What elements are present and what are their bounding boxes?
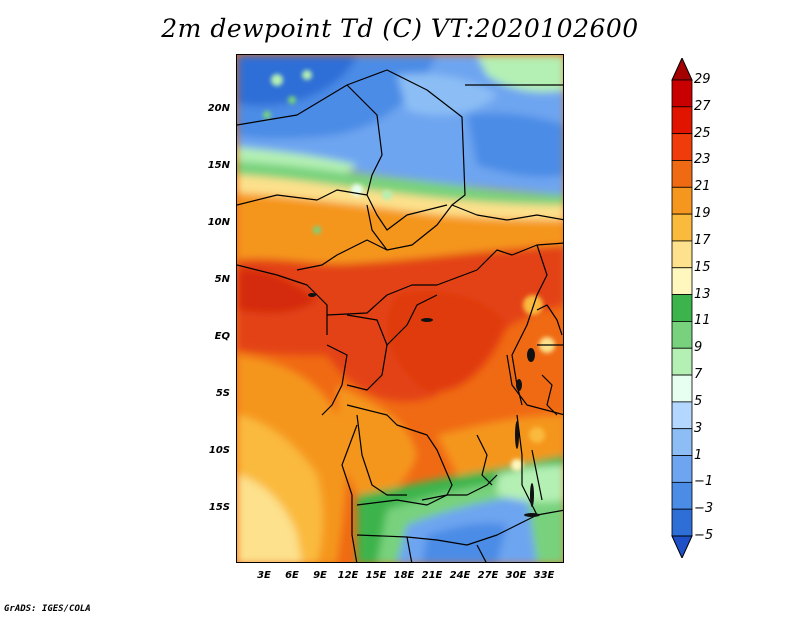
lon-label-3e: 3E: [257, 570, 271, 581]
dewpoint-field: [237, 55, 563, 562]
colorbar-label: −3: [694, 501, 714, 517]
colorbar-swatch: [671, 455, 693, 483]
lon-label-15e: 15E: [365, 570, 387, 581]
lat-label-15n: 15N: [207, 160, 230, 171]
colorbar-swatch: [671, 160, 693, 188]
colorbar-label: 11: [694, 313, 711, 329]
lat-label-5s: 5S: [215, 388, 230, 399]
lon-label-12e: 12E: [337, 570, 359, 581]
colorbar-bottom-arrow: [671, 535, 693, 558]
lat-label-5n: 5N: [214, 274, 230, 285]
colorbar-swatch: [671, 321, 693, 349]
dewpoint-map: [236, 54, 564, 563]
colorbar-label: 5: [694, 393, 703, 409]
colorbar-swatch: [671, 79, 693, 108]
colorbar-swatch: [671, 481, 693, 510]
lat-label-20n: 20N: [207, 103, 230, 114]
lon-label-30e: 30E: [505, 570, 527, 581]
lon-label-24e: 24E: [449, 570, 471, 581]
colorbar-swatch: [671, 294, 693, 322]
lon-label-21e: 21E: [421, 570, 443, 581]
colorbar-label: 27: [694, 98, 711, 114]
colorbar-label: 17: [694, 232, 711, 248]
colorbar-swatch: [671, 267, 693, 295]
colorbar-top-arrow: [671, 58, 693, 81]
lon-label-6e: 6E: [285, 570, 299, 581]
lon-label-9e: 9E: [313, 570, 327, 581]
lon-label-18e: 18E: [393, 570, 415, 581]
lat-label-10s: 10S: [208, 445, 230, 456]
colorbar-label: 19: [694, 206, 711, 222]
map-title: 2m dewpoint Td (C) VT:2020102600: [161, 14, 639, 43]
colorbar-label: 25: [694, 125, 711, 141]
colorbar-label: 21: [694, 179, 711, 195]
lon-label-33e: 33E: [533, 570, 555, 581]
colorbar-label: 3: [694, 420, 703, 436]
colorbar-swatch: [671, 401, 693, 430]
colorbar-label: 9: [694, 340, 703, 356]
colorbar-swatch: [671, 508, 693, 537]
colorbar-swatch: [671, 428, 693, 456]
colorbar-label: −1: [694, 474, 714, 490]
colorbar-swatch: [671, 240, 693, 269]
lon-label-27e: 27E: [477, 570, 499, 581]
colorbar: [671, 58, 693, 558]
colorbar-label: 23: [694, 152, 711, 168]
colorbar-label: 29: [694, 72, 711, 87]
colorbar-label: 15: [694, 259, 711, 275]
colorbar-swatch: [671, 374, 693, 403]
colorbar-swatch: [671, 106, 693, 135]
colorbar-label: 7: [694, 367, 703, 383]
colorbar-label: 1: [694, 447, 703, 463]
colorbar-label: 13: [694, 286, 711, 302]
colorbar-swatch: [671, 213, 693, 242]
colorbar-label: −5: [694, 528, 714, 543]
grads-credit: GrADS: IGES/COLA: [4, 604, 91, 614]
colorbar-swatch: [671, 186, 693, 215]
lat-label-15s: 15S: [208, 502, 230, 513]
lat-label-10n: 10N: [207, 217, 230, 228]
colorbar-swatch: [671, 347, 693, 376]
lat-label-eq: EQ: [214, 331, 230, 342]
colorbar-swatch: [671, 133, 693, 161]
